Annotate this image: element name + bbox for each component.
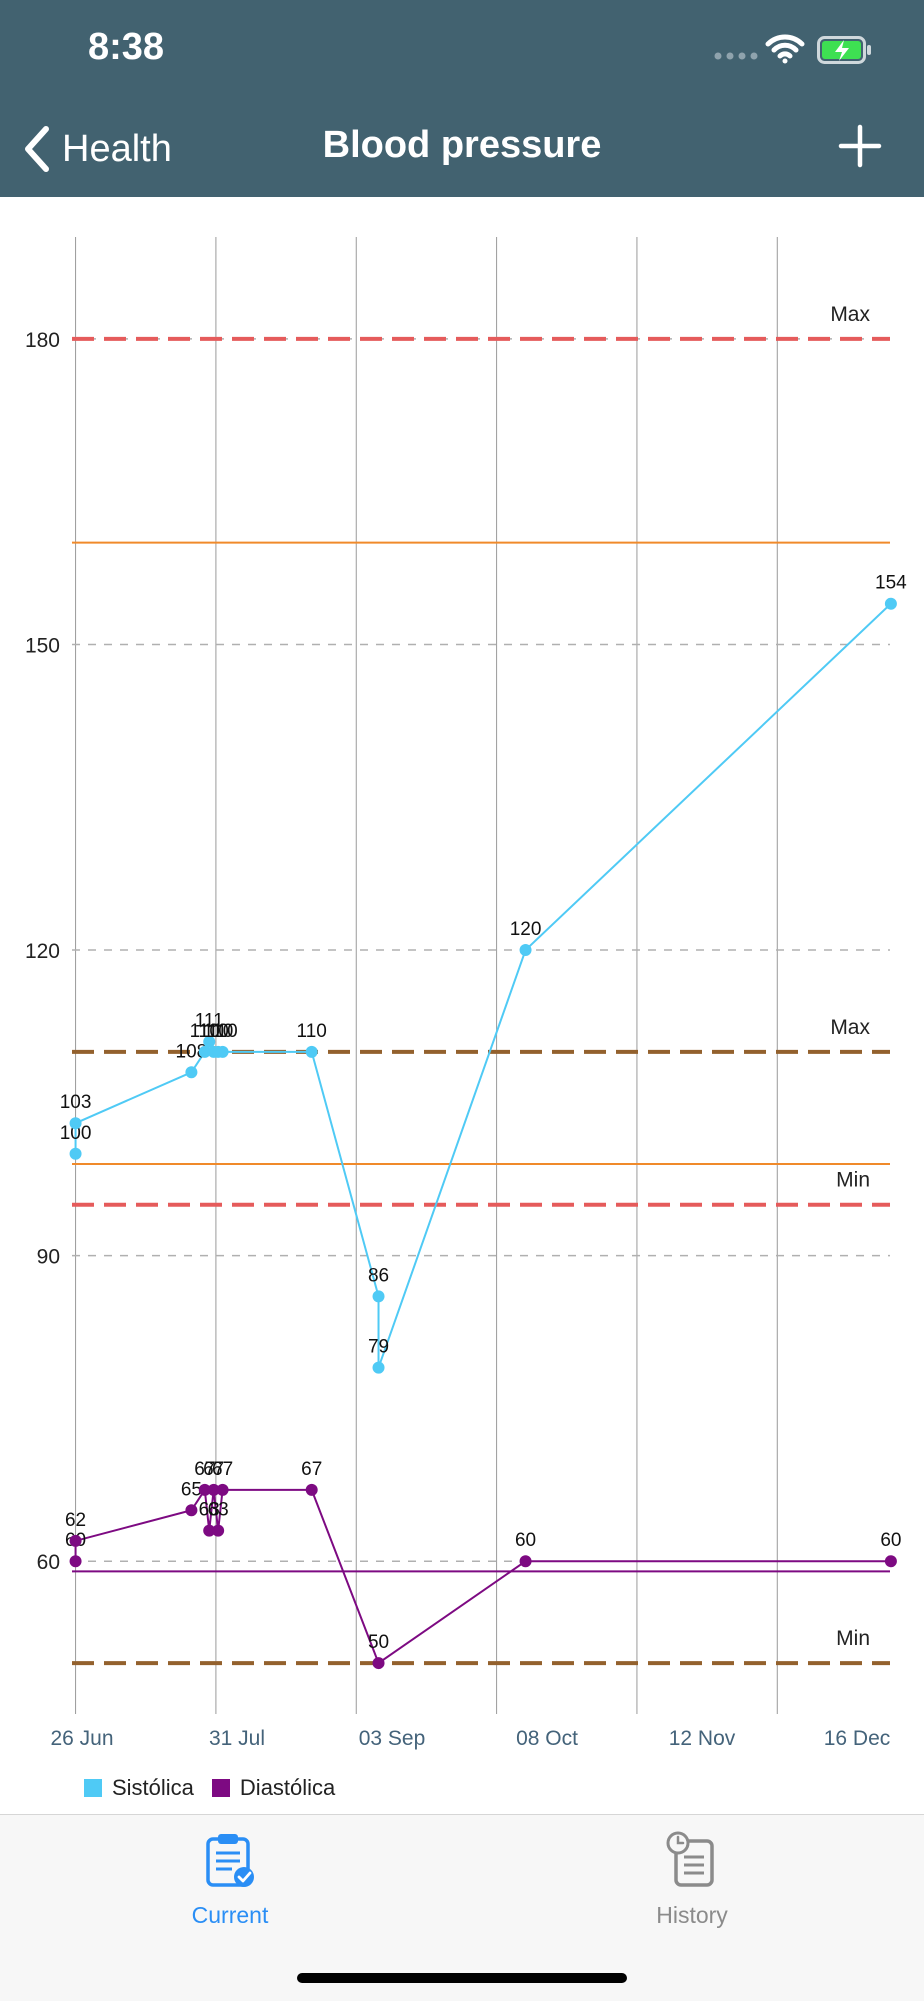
data-label: 86 <box>368 1265 389 1286</box>
data-point <box>69 1555 82 1568</box>
home-indicator <box>297 1973 627 1983</box>
y-tick-label: 90 <box>37 1246 60 1269</box>
threshold-label: Min <box>836 1169 870 1192</box>
data-point <box>372 1657 385 1670</box>
data-point <box>69 1147 82 1160</box>
data-point <box>305 1483 318 1496</box>
data-label: 67 <box>203 1459 224 1480</box>
data-label: 60 <box>515 1530 536 1551</box>
threshold-label: Min <box>836 1627 870 1650</box>
data-label: 110 <box>199 1021 229 1042</box>
x-tick-label: 31 Jul <box>209 1727 265 1750</box>
x-tick-label: 16 Dec <box>824 1727 891 1750</box>
tab-bar: Current History <box>0 1814 924 2001</box>
series-line <box>74 602 892 1369</box>
history-clipboard-icon <box>666 1831 714 1887</box>
add-icon[interactable] <box>838 124 882 168</box>
threshold-label: Max <box>830 303 870 326</box>
tab-label: Current <box>191 1902 269 1928</box>
clipboard-check-icon <box>206 1834 254 1887</box>
tab-current[interactable]: Current <box>130 1831 330 1929</box>
tab-history[interactable]: History <box>592 1831 792 1929</box>
data-label: 65 <box>181 1479 202 1500</box>
data-point <box>198 1483 211 1496</box>
data-point <box>207 1483 220 1496</box>
x-tick-label: 26 Jun <box>50 1727 113 1750</box>
data-point <box>884 1555 897 1568</box>
data-point <box>216 1483 229 1496</box>
x-tick-label: 08 Oct <box>516 1727 578 1750</box>
data-label: 103 <box>60 1092 92 1113</box>
nav-header: 8:38 Health Blood pressure <box>0 0 924 197</box>
data-label: 67 <box>194 1459 215 1480</box>
y-tick-label: 120 <box>25 940 60 963</box>
signal-dots-icon <box>714 52 758 60</box>
x-tick-label: 12 Nov <box>669 1727 736 1750</box>
y-tick-label: 180 <box>25 329 60 352</box>
back-button[interactable]: Health <box>24 121 172 177</box>
data-point <box>69 1117 82 1130</box>
tab-label: History <box>656 1902 728 1928</box>
data-label: 63 <box>199 1500 220 1521</box>
legend-label: Sistólica <box>112 1775 194 1800</box>
data-label: 60 <box>880 1530 901 1551</box>
data-label: 110 <box>203 1021 233 1042</box>
y-tick-label: 60 <box>37 1551 60 1574</box>
legend-diastolic: Diastólica <box>211 1775 336 1801</box>
data-point <box>185 1504 198 1517</box>
data-label: 67 <box>301 1459 322 1480</box>
legend-swatch <box>211 1779 230 1797</box>
data-label: 108 <box>176 1041 208 1062</box>
legend-label: Diastólica <box>239 1775 336 1800</box>
data-point <box>305 1045 318 1058</box>
data-label: 50 <box>368 1632 389 1653</box>
data-point <box>203 1524 216 1537</box>
page-title: Blood pressure <box>322 124 602 166</box>
data-point <box>198 1045 211 1058</box>
data-point <box>203 1035 216 1048</box>
data-label: 63 <box>208 1500 229 1521</box>
data-point <box>372 1361 385 1374</box>
wifi-icon <box>765 34 805 64</box>
y-tick-label: 150 <box>25 634 60 657</box>
data-label: 62 <box>65 1510 86 1531</box>
series-line <box>74 1487 891 1665</box>
data-label: 110 <box>297 1021 327 1042</box>
status-time: 8:38 <box>88 26 165 68</box>
data-label: 79 <box>368 1337 389 1358</box>
data-label: 67 <box>212 1459 233 1480</box>
data-label: 111 <box>195 1011 224 1032</box>
data-point <box>519 944 532 957</box>
x-tick-label: 03 Sep <box>359 1727 426 1750</box>
legend-swatch <box>84 1779 102 1797</box>
data-point <box>884 597 897 610</box>
data-label: 100 <box>60 1123 92 1144</box>
battery-icon <box>817 36 871 64</box>
data-point <box>216 1045 229 1058</box>
chart-legend: Sistólica Diastólica <box>84 1775 353 1801</box>
data-label: 110 <box>207 1021 237 1042</box>
data-point <box>372 1290 385 1303</box>
data-point <box>212 1524 225 1537</box>
legend-systolic: Sistólica <box>84 1775 194 1801</box>
data-point <box>185 1066 198 1079</box>
data-label: 120 <box>510 919 542 940</box>
data-point <box>69 1534 82 1547</box>
threshold-label: Max <box>830 1016 870 1039</box>
back-label: Health <box>62 127 172 170</box>
chevron-left-icon <box>25 126 49 172</box>
data-label: 154 <box>875 573 907 594</box>
data-point <box>519 1555 532 1568</box>
